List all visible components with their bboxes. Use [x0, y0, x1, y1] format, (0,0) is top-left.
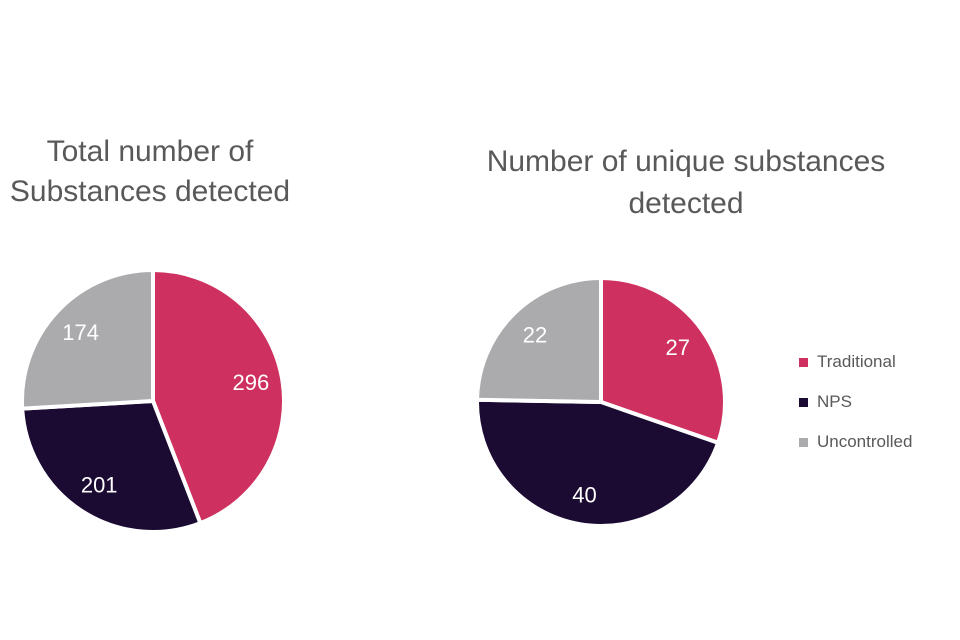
pie-slice-traditional	[599, 276, 727, 445]
pie-slice-nps	[475, 397, 721, 528]
pie-slice-value-label: 22	[523, 322, 547, 347]
pie-slice-value-label: 27	[666, 335, 690, 360]
legend-item-traditional: Traditional	[799, 342, 912, 382]
legend-label-nps: NPS	[817, 392, 852, 411]
pie-total-substances: 296 201 174	[20, 268, 286, 534]
legend-item-nps: NPS	[799, 382, 912, 422]
legend-label-traditional: Traditional	[817, 352, 896, 371]
pie-slice-traditional	[151, 268, 286, 526]
legend-swatch-nps	[799, 397, 808, 407]
pie-slice-value-label: 40	[572, 482, 596, 507]
chart-title-total-substances: Total number of Substances detected	[9, 135, 291, 208]
pie-slice-uncontrolled	[20, 268, 155, 411]
legend-swatch-uncontrolled	[799, 437, 808, 447]
pie-slice-value-label: 201	[81, 472, 118, 497]
legend-swatch-traditional	[799, 357, 808, 367]
pie-slice-value-label: 296	[233, 370, 270, 395]
pie-slice-uncontrolled	[475, 276, 603, 404]
pie-slice-nps	[20, 399, 203, 534]
legend-item-uncontrolled: Uncontrolled	[799, 422, 912, 462]
pie-unique-substances: 27 40 22	[475, 276, 727, 528]
legend: Traditional NPS Uncontrolled	[799, 342, 912, 462]
chart-title-unique-substances: Number of unique substances detected	[486, 145, 886, 220]
legend-label-uncontrolled: Uncontrolled	[817, 432, 913, 451]
pie-slice-value-label: 174	[62, 320, 99, 345]
